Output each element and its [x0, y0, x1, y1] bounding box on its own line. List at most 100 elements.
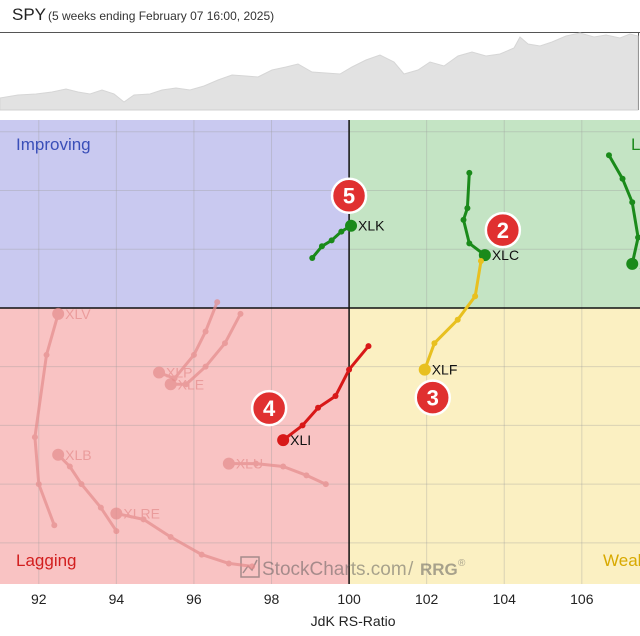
tail-point [97, 504, 104, 511]
series-xlb[interactable]: XLB [52, 447, 120, 535]
series-xlc[interactable]: XLC [460, 169, 520, 263]
watermark-separator: / [408, 559, 414, 580]
series-label: XLP [166, 365, 192, 381]
tail-point [315, 404, 322, 411]
quadrant-improving [0, 120, 350, 308]
tail-point [332, 393, 339, 400]
tail-point [249, 563, 256, 570]
series-label: XLI [290, 432, 311, 448]
head-point [222, 457, 235, 470]
series-xlu[interactable]: XLU [222, 456, 329, 488]
series-label: XLE [178, 376, 204, 392]
series-label: XLU [236, 456, 263, 472]
head-point [277, 434, 290, 447]
tail-point [309, 255, 316, 262]
series-label: XLV [65, 306, 91, 322]
tail-point [365, 343, 372, 350]
tail-point [346, 366, 353, 373]
tail-point [477, 257, 484, 264]
series-xlv[interactable]: XLV [31, 306, 91, 529]
series-xlre[interactable]: XLRE [110, 506, 256, 570]
tail-point [31, 434, 38, 441]
tail-point [253, 460, 259, 467]
x-tick-label: 94 [109, 591, 125, 607]
rrg-chart: Improving Leading Lagging Weakening Stoc… [0, 120, 640, 631]
chart-header: SPY (5 weeks ending February 07 16:00, 2… [0, 0, 640, 32]
tail-point [202, 363, 209, 370]
series-label: XLK [358, 218, 385, 234]
badge-4: 4 [250, 389, 288, 427]
tail-point [472, 293, 479, 300]
x-tick-label: 98 [264, 591, 280, 607]
tail-point [454, 316, 461, 323]
svg-text:2: 2 [497, 218, 509, 243]
tail-line [281, 344, 370, 442]
badge-5: 5 [330, 177, 368, 214]
svg-text:4: 4 [263, 396, 276, 421]
watermark-rrg: RRG [420, 560, 458, 579]
series-xle[interactable]: XLE [164, 310, 244, 392]
tail-point [431, 340, 438, 347]
series-label: XLB [65, 447, 91, 463]
head-point [164, 378, 177, 391]
head-point [626, 257, 639, 270]
tail-point [338, 228, 345, 235]
tail-point [466, 240, 473, 247]
x-tick-label: 102 [415, 591, 439, 607]
quadrant-label-improving: Improving [16, 135, 91, 154]
stockcharts-logo-icon [240, 556, 260, 578]
svg-text:3: 3 [427, 386, 439, 411]
tail-point [225, 560, 232, 567]
svg-text:5: 5 [343, 184, 355, 209]
x-axis-label: JdK RS-Ratio [311, 613, 396, 629]
series-label: XLC [492, 247, 519, 263]
x-tick-label: 92 [31, 591, 47, 607]
period-subtitle: (5 weeks ending February 07 16:00, 2025) [48, 9, 275, 23]
tail-point [605, 152, 612, 159]
tail-point [635, 234, 640, 241]
series-xlk[interactable]: XLK [309, 218, 385, 262]
tail-point [78, 481, 85, 488]
series-xli[interactable]: XLI [277, 343, 372, 448]
tail-point [214, 299, 221, 306]
tail-point [328, 237, 335, 244]
tail-point [183, 381, 190, 388]
stockcharts-watermark: StockCharts.com / RRG ® [240, 556, 466, 580]
badge-3: 3 [414, 379, 451, 416]
tail-point [460, 216, 467, 223]
watermark-registered: ® [458, 558, 466, 569]
tail-line [114, 512, 254, 568]
series-xlf[interactable]: XLF [418, 257, 484, 378]
sparkline-area [0, 32, 639, 111]
tail-point [35, 481, 42, 488]
badge-2: 2 [484, 211, 522, 249]
quadrant-label-lagging: Lagging [16, 551, 77, 570]
tail-point [322, 481, 329, 488]
symbol-label: SPY [12, 5, 47, 24]
quadrant-label-leading: Leading [631, 135, 640, 154]
tail-point [221, 340, 228, 347]
series-label: XLRE [123, 506, 160, 522]
tail-point [466, 169, 473, 176]
tail-point [167, 534, 174, 541]
watermark-brand: StockCharts.com [262, 559, 407, 580]
tail-point [198, 551, 205, 558]
tail-point [237, 310, 244, 317]
tail-point [629, 199, 636, 206]
quadrant-weakening [349, 307, 640, 584]
head-point [52, 448, 65, 461]
x-tick-label: 96 [186, 591, 202, 607]
series-xly[interactable]: XLY [605, 152, 640, 272]
head-point [110, 507, 123, 520]
tail-point [280, 463, 287, 470]
tail-point [66, 463, 73, 470]
head-point [345, 219, 358, 232]
tail-point [43, 351, 50, 358]
head-point [52, 307, 65, 320]
series-xlp[interactable]: XLP [153, 299, 221, 382]
head-point [153, 366, 166, 379]
tail-point [113, 528, 120, 535]
tail-point [619, 175, 626, 182]
x-tick-label: 106 [570, 591, 594, 607]
tail-point [202, 328, 209, 335]
